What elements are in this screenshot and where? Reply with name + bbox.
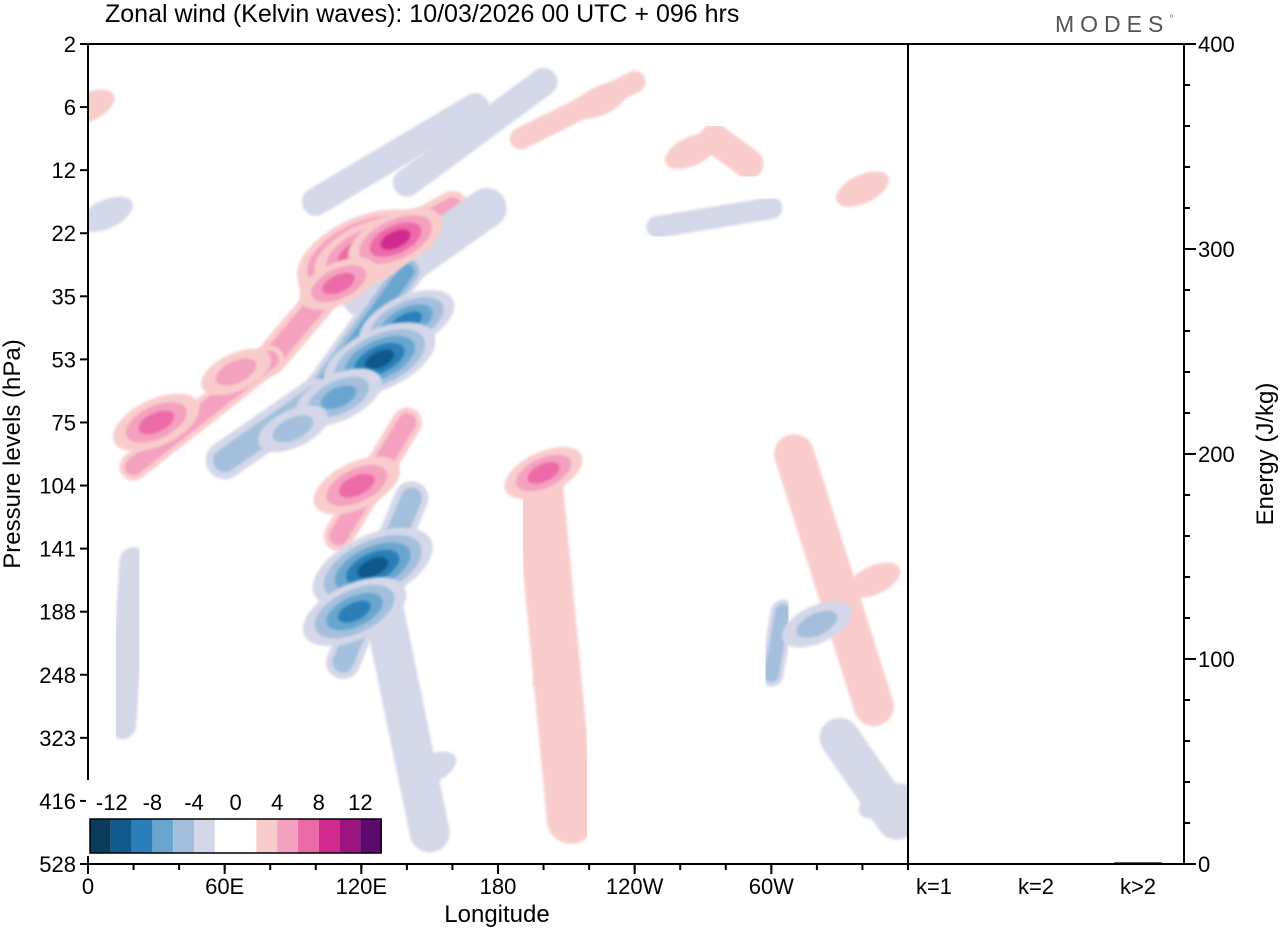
energy-category-label: k=1 <box>916 874 952 899</box>
contour-cell <box>835 171 889 207</box>
colorbar-label: -4 <box>184 790 204 815</box>
chart-title: Zonal wind (Kelvin waves): 10/03/2026 00… <box>105 0 739 28</box>
longitude-tick-label: 0 <box>82 874 94 899</box>
contour-band <box>301 93 490 216</box>
brand-logo-mark: ° <box>1169 14 1179 25</box>
colorbar-legend: -12 -8 -4 0 4 8 12 <box>86 780 386 856</box>
pressure-tick-label: 12 <box>52 158 76 183</box>
energy-frame <box>907 43 1185 865</box>
pressure-tick-label: 416 <box>39 789 76 814</box>
contour-band <box>699 123 764 179</box>
colorbar-swatch <box>214 819 236 853</box>
energy-bars: k=1 k=2 k>2 <box>910 862 1162 899</box>
contour-cell <box>322 273 355 295</box>
contour-cell <box>858 783 908 819</box>
brand-logo-text: MODES <box>1055 11 1169 37</box>
pressure-tick-label: 22 <box>52 221 76 246</box>
contour-cell <box>357 557 389 578</box>
pressure-tick-label: 2 <box>64 32 76 57</box>
colorbar-swatch <box>173 819 194 853</box>
contour-band <box>763 604 791 683</box>
pressure-tick-label: 35 <box>52 284 76 309</box>
pressure-tick-label: 248 <box>39 663 76 688</box>
colorbar-label: -8 <box>143 790 163 815</box>
pressure-tick-label: 53 <box>52 347 76 372</box>
energy-tick-label: 300 <box>1198 237 1235 262</box>
colorbar-swatch <box>110 819 132 853</box>
contour-band <box>646 197 783 238</box>
contour-cell <box>272 415 314 443</box>
energy-bar <box>910 863 958 865</box>
colorbar-swatch <box>318 819 340 853</box>
x-axis-label: Longitude <box>444 901 549 928</box>
colorbar-swatch <box>235 819 257 853</box>
colorbar-swatch <box>256 819 278 853</box>
energy-tick-label: 400 <box>1198 32 1235 57</box>
longitude-axis: 0 60E 120E 180 120W 60W <box>82 864 909 899</box>
contour-cell <box>215 358 257 386</box>
contour-cell <box>403 751 457 788</box>
energy-bar <box>1114 862 1162 864</box>
colorbar-frame <box>89 818 382 854</box>
pressure-axis: 2 6 12 22 35 53 75 104 141 188 248 323 416 528 <box>39 32 88 877</box>
contour-cell <box>380 229 411 250</box>
contour-cell <box>338 600 371 623</box>
colorbar-label: 8 <box>313 790 325 815</box>
contour-cell <box>88 196 133 233</box>
contour-cell <box>338 473 375 498</box>
energy-bar <box>1012 862 1060 865</box>
contour-band <box>108 547 148 740</box>
contour-cell <box>665 133 719 169</box>
longitude-tick-label: 120E <box>336 874 387 899</box>
contour-band <box>774 434 894 727</box>
pressure-tick-label: 528 <box>39 852 76 877</box>
energy-axis: 0 100 200 300 400 <box>1184 32 1235 877</box>
contour-cell <box>320 385 357 410</box>
colorbar-swatch <box>360 819 382 853</box>
longitude-tick-label: 60W <box>749 874 794 899</box>
longitude-tick-label: 180 <box>480 874 517 899</box>
contour-band <box>515 461 595 844</box>
pressure-tick-label: 141 <box>39 537 76 562</box>
energy-axis-label: Energy (J/kg) <box>1252 383 1279 526</box>
contour-band <box>392 67 558 197</box>
brand-logo: MODES° <box>1055 11 1179 37</box>
contour-band <box>364 591 450 853</box>
pressure-tick-label: 323 <box>39 726 76 751</box>
energy-category-label: k=2 <box>1018 874 1054 899</box>
colorbar-swatch <box>277 819 298 853</box>
colorbar-swatch <box>298 819 319 853</box>
energy-tick-label: 200 <box>1198 442 1235 467</box>
contour-cell <box>847 562 901 598</box>
colorbar-swatch <box>152 819 174 853</box>
energy-category-label: k>2 <box>1120 874 1156 899</box>
contour-cell <box>365 349 395 370</box>
colorbar-label: -12 <box>96 790 128 815</box>
contour-cell <box>532 659 578 690</box>
contour-cell <box>527 462 560 484</box>
colorbar-swatch <box>131 819 153 853</box>
pressure-tick-label: 75 <box>52 410 76 435</box>
pressure-tick-label: 188 <box>39 600 76 625</box>
contour-field <box>88 67 908 853</box>
contour-cell <box>573 83 628 119</box>
pressure-tick-label: 104 <box>39 474 76 499</box>
pressure-tick-label: 6 <box>64 95 76 120</box>
contour-cell <box>796 610 838 638</box>
y-axis-label: Pressure levels (hPa) <box>0 339 26 568</box>
colorbar-swatch <box>194 819 215 853</box>
colorbar-label: 0 <box>229 790 241 815</box>
colorbar-swatch <box>339 819 361 853</box>
contour-cell <box>88 89 115 125</box>
energy-tick-label: 100 <box>1198 647 1235 672</box>
energy-tick-label: 0 <box>1198 852 1210 877</box>
contour-cell <box>138 410 175 435</box>
longitude-tick-label: 120W <box>606 874 664 899</box>
longitude-tick-label: 60E <box>205 874 244 899</box>
colorbar-label: 4 <box>271 790 283 815</box>
colorbar-label: 12 <box>348 790 372 815</box>
colorbar-swatch <box>90 819 111 853</box>
